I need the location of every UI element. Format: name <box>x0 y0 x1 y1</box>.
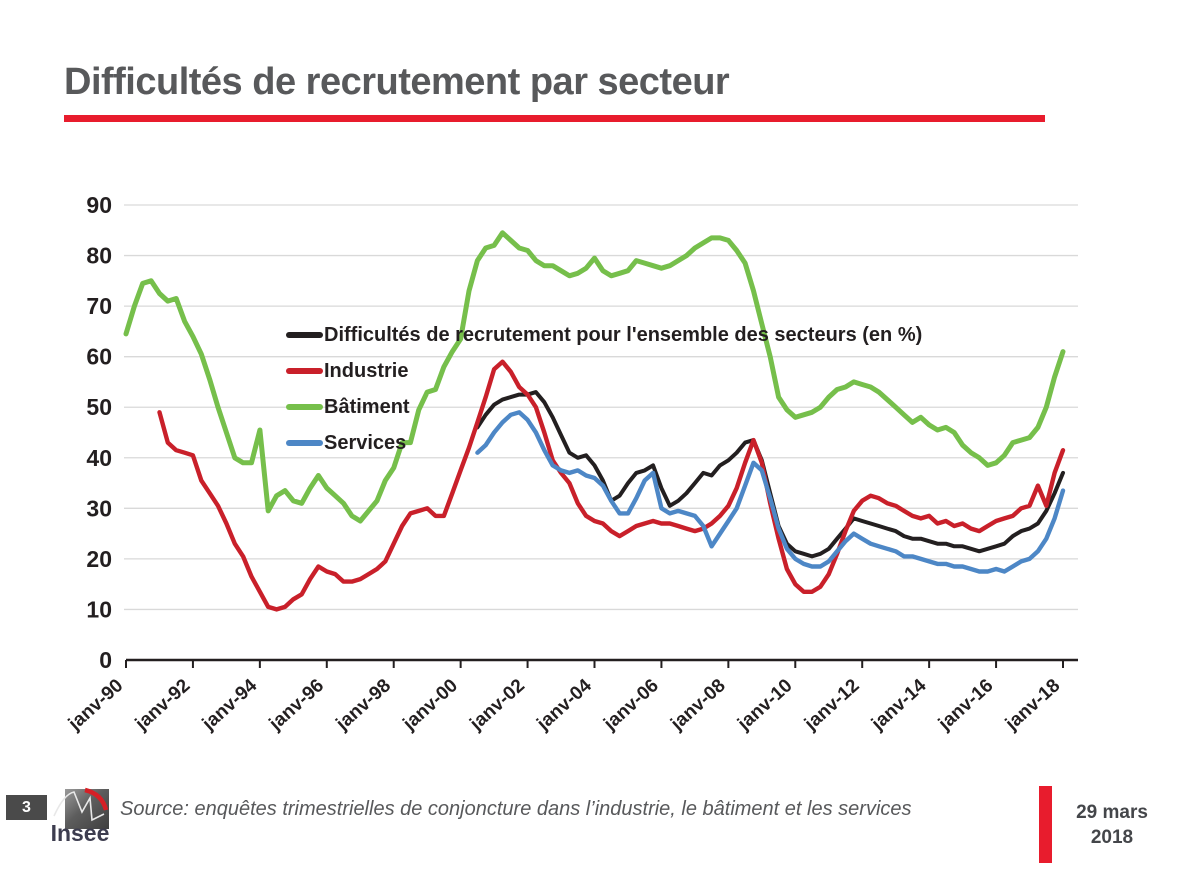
legend-label-services: Services <box>324 432 407 454</box>
x-tick-label: janv-02 <box>465 675 528 735</box>
y-tick-label-80: 80 <box>86 243 112 269</box>
insee-logo-icon <box>53 787 109 829</box>
series-line-batiment <box>123 230 1066 524</box>
ensemble-line-swatch <box>286 332 323 338</box>
legend-label-ensemble: Difficultés de recrutement pour l'ensemb… <box>324 324 923 346</box>
industrie-line-swatch <box>286 368 323 374</box>
series-line-industrie <box>157 359 1066 612</box>
y-tick-label-0: 0 <box>99 647 112 673</box>
y-tick-label-20: 20 <box>86 546 112 572</box>
legend-label-batiment: Bâtiment <box>324 396 410 418</box>
slide-date: 29 mars 2018 <box>1056 800 1168 850</box>
x-tick-label: janv-06 <box>599 675 662 735</box>
x-tick-label: janv-18 <box>1001 675 1064 735</box>
x-tick-label: janv-12 <box>800 675 863 735</box>
services-line-swatch <box>286 440 323 446</box>
page-title: Difficultés de recrutement par secteur <box>64 61 730 104</box>
x-tick-label: janv-04 <box>532 675 596 735</box>
slide-date-line2: 2018 <box>1090 827 1134 848</box>
y-tick-label-10: 10 <box>86 596 112 622</box>
y-tick-label-90: 90 <box>86 192 112 218</box>
source-note: Source: enquêtes trimestrielles de conjo… <box>120 798 912 820</box>
batiment-line-swatch <box>286 404 323 410</box>
x-tick-label: janv-98 <box>332 675 395 735</box>
y-tick-label-40: 40 <box>86 445 112 471</box>
recruitment-difficulties-chart: 0 10 20 30 40 50 60 70 80 90 janv-90 janv-92 janv-94… <box>0 150 1100 750</box>
x-tick-label: janv-90 <box>64 675 127 735</box>
y-tick-label-60: 60 <box>86 344 112 370</box>
x-tick-label: janv-14 <box>867 675 931 735</box>
x-tick-label: janv-08 <box>666 675 729 735</box>
x-tick-label: janv-92 <box>131 675 194 735</box>
y-tick-label-50: 50 <box>86 394 112 420</box>
series-line-services <box>475 410 1066 574</box>
y-tick-label-30: 30 <box>86 495 112 521</box>
chart-plot-area: 0 10 20 30 40 50 60 70 80 90 janv-90 janv-92 janv-94… <box>64 192 1078 735</box>
x-tick-label: janv-16 <box>934 675 997 735</box>
x-tick-label: janv-00 <box>399 675 462 735</box>
footer-red-bar <box>1039 786 1052 863</box>
slide-date-line1: 29 mars <box>1076 802 1148 823</box>
page-number-badge: 3 <box>6 795 47 820</box>
insee-logo-text: Insee <box>50 820 110 846</box>
title-underline-rule <box>64 115 1045 122</box>
x-tick-label: janv-96 <box>265 675 328 735</box>
x-tick-label: janv-94 <box>198 675 262 735</box>
legend-label-industrie: Industrie <box>324 360 409 382</box>
x-tick-label: janv-10 <box>733 675 796 735</box>
y-tick-label-70: 70 <box>86 293 112 319</box>
